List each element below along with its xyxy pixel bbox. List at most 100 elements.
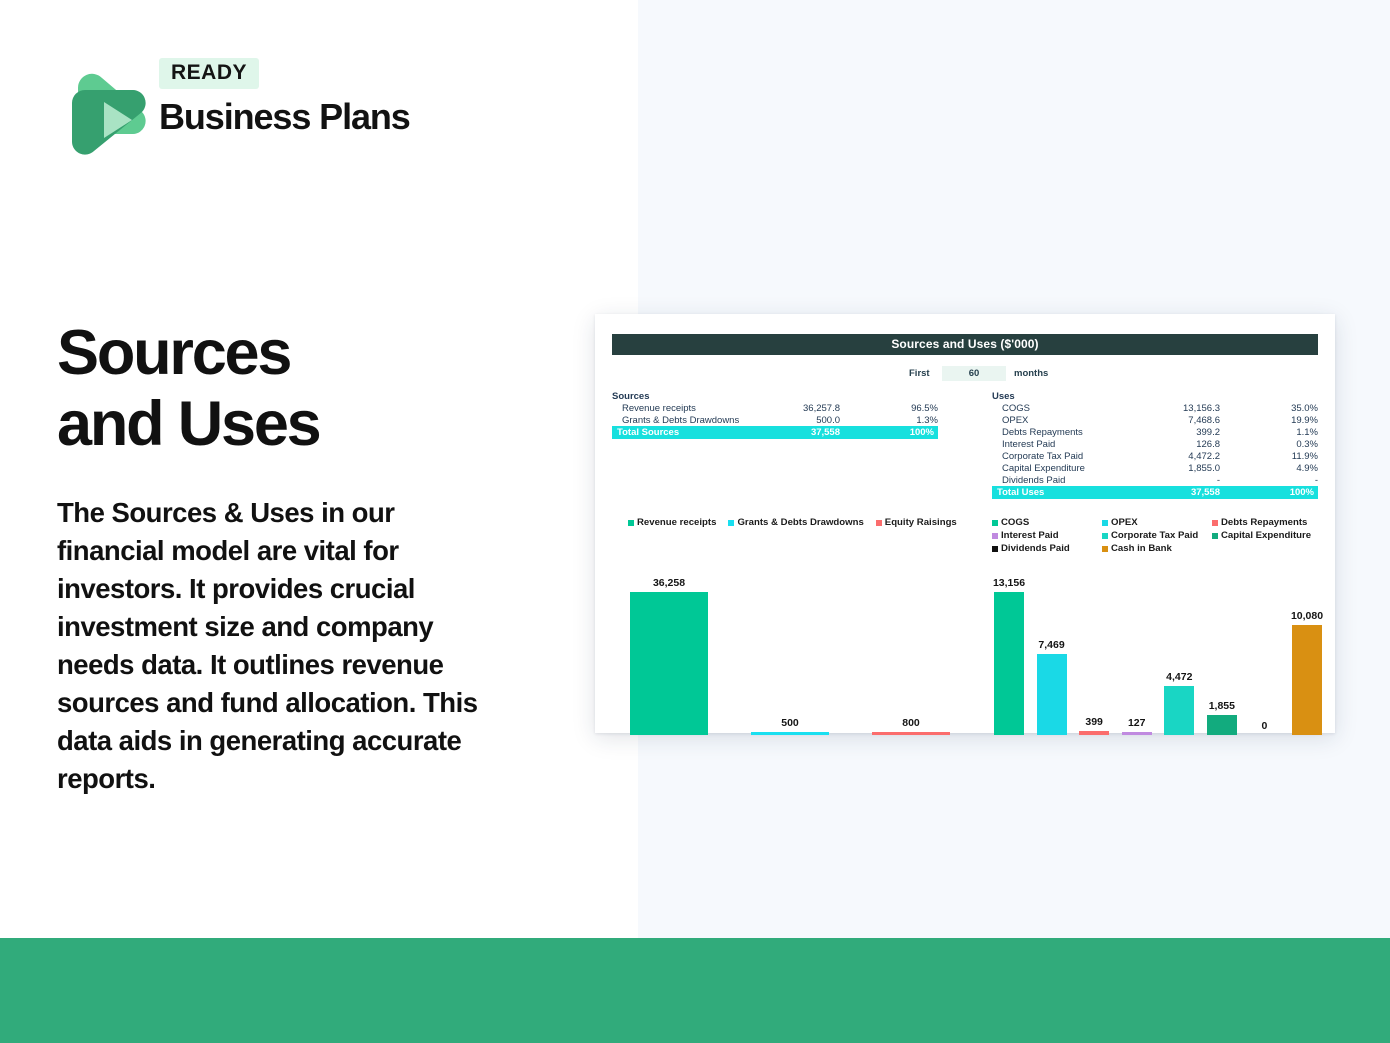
- legend-label: Cash in Bank: [1111, 543, 1172, 554]
- total-value: 37,558: [810, 427, 840, 438]
- period-control-row: First 60 months: [612, 366, 1318, 382]
- bar-group: 1,855: [1206, 699, 1237, 735]
- legend-item: Dividends Paid: [992, 543, 1102, 554]
- bar: [1292, 625, 1322, 735]
- bar-value-label: 500: [781, 717, 799, 729]
- uses-chart-legend: COGS OPEX Debts Repayments Interest Paid Cor…: [992, 517, 1322, 556]
- table-row: Debts Repayments 399.2 1.1%: [992, 427, 1318, 439]
- table-row: Revenue receipts 36,257.8 96.5%: [612, 403, 938, 415]
- row-label: Revenue receipts: [622, 403, 696, 414]
- row-value: -: [1216, 475, 1220, 486]
- row-label: COGS: [1002, 403, 1030, 414]
- legend-swatch-icon: [1102, 519, 1108, 526]
- ready-badge: READY: [159, 58, 260, 89]
- legend-item: Grants & Debts Drawdowns: [728, 517, 864, 528]
- table-row: Dividends Paid - -: [992, 475, 1318, 487]
- brand-logo[interactable]: READY Business Plans: [56, 58, 436, 158]
- months-input[interactable]: 60: [942, 366, 1006, 381]
- bar: [1206, 714, 1237, 735]
- legend-row: Revenue receipts Grants & Debts Drawdowns…: [628, 517, 968, 528]
- legend-row: Interest Paid Corporate Tax Paid Capital E…: [992, 530, 1322, 541]
- row-percent: 4.9%: [1296, 463, 1318, 474]
- page-title-line1: Sources: [57, 318, 292, 388]
- bar-group: 500: [751, 717, 829, 735]
- bottom-green-band: [0, 938, 1390, 1043]
- months-label: months: [1014, 368, 1049, 379]
- total-label: Total Uses: [997, 487, 1045, 498]
- legend-item: OPEX: [1102, 517, 1212, 528]
- bar-group: 0: [1249, 720, 1279, 735]
- bar-value-label: 1,855: [1208, 699, 1235, 712]
- table-row: COGS 13,156.3 35.0%: [992, 403, 1318, 415]
- bar-group: 7,469: [1036, 638, 1067, 735]
- legend-label: Debts Repayments: [1221, 517, 1308, 528]
- brand-name: Business Plans: [159, 96, 411, 137]
- spreadsheet-card: Sources and Uses ($'000) First 60 months…: [595, 314, 1335, 735]
- uses-plot: 13,156 7,469 399 127 4,472 1,855 0 10,080: [992, 575, 1323, 735]
- row-label: Capital Expenditure: [1002, 463, 1085, 474]
- legend-swatch-icon: [1102, 545, 1108, 552]
- legend-label: Corporate Tax Paid: [1111, 530, 1199, 541]
- legend-item: Corporate Tax Paid: [1102, 530, 1212, 541]
- bar-value-label: 0: [1261, 720, 1268, 732]
- table-row: Interest Paid 126.8 0.3%: [992, 439, 1318, 451]
- bar: [630, 592, 708, 735]
- legend-swatch-icon: [992, 545, 998, 552]
- row-label: Dividends Paid: [1002, 475, 1066, 486]
- bar-group: 36,258: [630, 577, 708, 735]
- legend-swatch-icon: [992, 519, 998, 526]
- row-percent: 96.5%: [911, 403, 938, 414]
- legend-swatch-icon: [1212, 532, 1218, 539]
- page-title-line2: and Uses: [57, 389, 322, 459]
- bar-value-label: 13,156: [992, 577, 1026, 589]
- bar: [1164, 686, 1195, 735]
- row-percent: 1.3%: [916, 415, 938, 426]
- row-label: Debts Repayments: [1002, 427, 1083, 438]
- row-value: 4,472.2: [1188, 451, 1220, 462]
- legend-item: Debts Repayments: [1212, 517, 1322, 528]
- legend-swatch-icon: [875, 519, 882, 526]
- bar-group: 399: [1079, 715, 1110, 735]
- legend-item: Equity Raisings: [875, 517, 957, 528]
- legend-item: Interest Paid: [992, 530, 1102, 541]
- uses-table: Uses COGS 13,156.3 35.0% OPEX 7,468.6 19…: [992, 391, 1318, 499]
- bar-value-label: 4,472: [1166, 671, 1193, 684]
- row-percent: 19.9%: [1291, 415, 1318, 426]
- sources-bar-chart: 36,258 500 800: [630, 559, 950, 735]
- total-uses-row: Total Uses 37,558 100%: [992, 486, 1318, 499]
- legend-item: COGS: [992, 517, 1102, 528]
- bar-group: 127: [1121, 717, 1152, 735]
- table-row: Capital Expenditure 1,855.0 4.9%: [992, 463, 1318, 475]
- legend-swatch-icon: [1212, 519, 1218, 526]
- legend-swatch-icon: [1102, 532, 1108, 539]
- total-label: Total Sources: [617, 427, 680, 438]
- legend-label: COGS: [1001, 517, 1030, 528]
- bar-value-label: 36,258: [652, 577, 686, 589]
- legend-swatch-icon: [628, 519, 634, 526]
- table-row: OPEX 7,468.6 19.9%: [992, 415, 1318, 427]
- legend-row: Dividends Paid Cash in Bank: [992, 543, 1322, 554]
- legend-label: Grants & Debts Drawdowns: [737, 517, 864, 528]
- uses-bar-chart: 13,156 7,469 399 127 4,472 1,855 0 10,080: [992, 559, 1323, 735]
- spreadsheet-inner: Sources and Uses ($'000) First 60 months…: [612, 334, 1323, 735]
- bar-value-label: 399: [1085, 715, 1103, 728]
- row-label: Corporate Tax Paid: [1002, 451, 1084, 462]
- row-value: 399.2: [1196, 427, 1220, 438]
- legend-label: Equity Raisings: [884, 517, 957, 528]
- row-value: 36,257.8: [803, 403, 840, 414]
- first-label: First: [909, 368, 930, 379]
- total-percent: 100%: [1289, 487, 1314, 498]
- table-row: Corporate Tax Paid 4,472.2 11.9%: [992, 451, 1318, 463]
- legend-swatch-icon: [992, 532, 998, 539]
- total-value: 37,558: [1190, 487, 1220, 498]
- sources-header: Sources: [612, 391, 650, 402]
- total-percent: 100%: [909, 427, 934, 438]
- bar-group: 800: [872, 717, 950, 735]
- bar-value-label: 7,469: [1038, 638, 1065, 651]
- legend-item: Revenue receipts: [628, 517, 716, 528]
- row-percent: 11.9%: [1291, 451, 1318, 462]
- bar-value-label: 127: [1127, 717, 1146, 729]
- row-value: 13,156.3: [1183, 403, 1220, 414]
- legend-label: Dividends Paid: [1001, 543, 1070, 554]
